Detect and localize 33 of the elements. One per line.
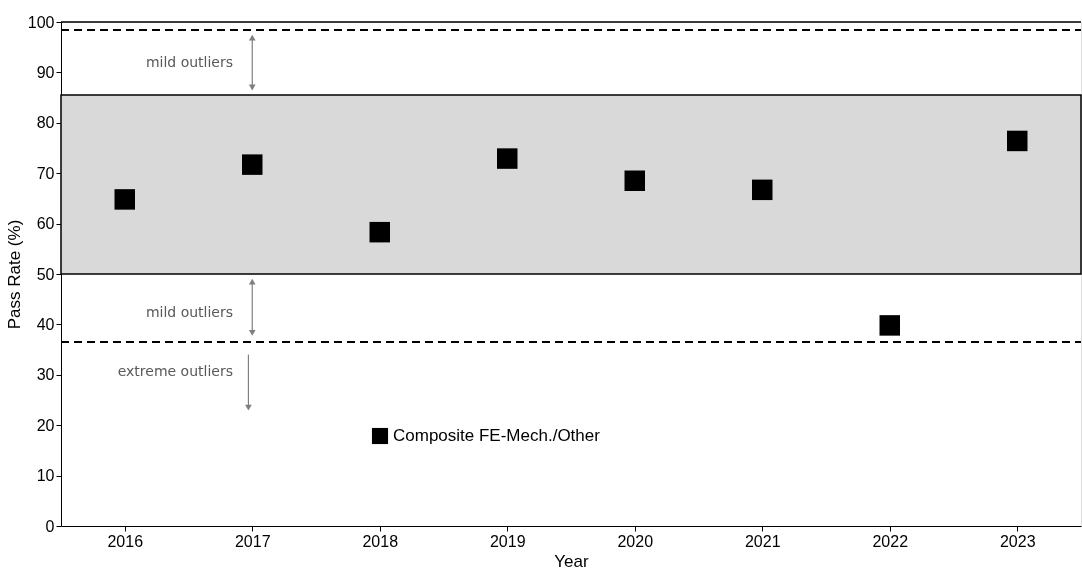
x-tick-label: 2022 <box>872 532 909 550</box>
y-tick-label: 80 <box>36 114 55 132</box>
x-tick-label: 2023 <box>999 532 1036 550</box>
y-tick-label: 50 <box>36 265 55 283</box>
legend-label: Composite FE-Mech./Other <box>393 426 601 445</box>
point <box>879 315 900 336</box>
point <box>242 154 263 175</box>
y-tick-label: 60 <box>36 215 55 233</box>
y-tick-label: 90 <box>36 63 55 81</box>
point <box>369 221 390 243</box>
annotation: mild outliers <box>145 304 233 321</box>
x-tick-label: 2016 <box>107 532 144 550</box>
point <box>624 170 645 192</box>
y-tick-label: 70 <box>36 164 55 182</box>
y-tick-label: 100 <box>27 13 55 31</box>
y-axis-title: Pass Rate (%) <box>4 219 24 330</box>
x-tick-label: 2019 <box>489 532 526 550</box>
annotation: extreme outliers <box>117 363 233 380</box>
point <box>1007 130 1028 152</box>
x-tick-label: 2020 <box>617 532 654 550</box>
point <box>114 189 135 210</box>
annotation: mild outliers <box>145 53 233 70</box>
x-tick-label: 2018 <box>362 532 399 550</box>
y-tick-label: 0 <box>45 517 55 535</box>
y-tick-label: 40 <box>36 315 55 333</box>
y-tick-label: 10 <box>36 467 55 485</box>
x-axis-title: Year <box>554 551 590 571</box>
x-tick-label: 2021 <box>744 532 781 550</box>
point <box>752 179 773 201</box>
point <box>497 148 518 169</box>
x-tick-label: 2017 <box>234 532 271 550</box>
y-tick-label: 20 <box>36 416 55 434</box>
y-tick-label: 30 <box>36 366 55 384</box>
